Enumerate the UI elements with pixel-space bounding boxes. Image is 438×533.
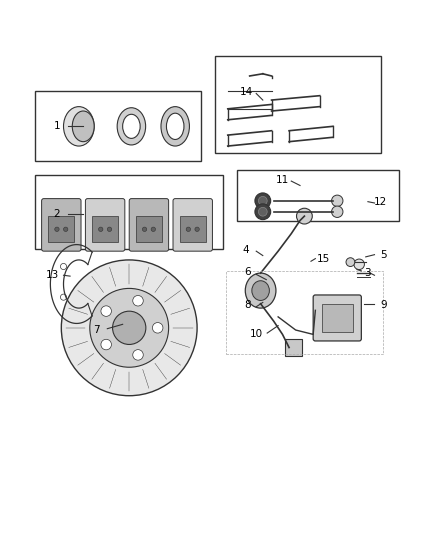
Bar (322, 304, 353, 332)
Text: 2: 2 (53, 209, 60, 219)
Text: 10: 10 (250, 329, 263, 340)
Circle shape (258, 197, 267, 205)
Text: 12: 12 (374, 197, 387, 207)
Text: 14: 14 (240, 87, 253, 97)
Circle shape (142, 227, 147, 231)
Circle shape (61, 260, 197, 395)
Text: 8: 8 (244, 300, 251, 310)
FancyBboxPatch shape (85, 199, 125, 251)
Bar (35, 174, 223, 249)
Circle shape (101, 306, 111, 317)
Ellipse shape (64, 107, 94, 146)
Circle shape (133, 295, 143, 306)
Ellipse shape (117, 108, 145, 145)
Text: 7: 7 (93, 325, 100, 335)
Circle shape (255, 204, 271, 220)
Circle shape (60, 263, 67, 270)
Circle shape (195, 227, 199, 231)
Text: 3: 3 (364, 268, 371, 278)
Text: 6: 6 (244, 266, 251, 277)
Circle shape (255, 193, 271, 209)
Ellipse shape (161, 107, 190, 146)
Ellipse shape (72, 111, 94, 142)
Circle shape (186, 227, 191, 231)
Circle shape (55, 227, 59, 231)
Circle shape (354, 259, 364, 270)
Ellipse shape (166, 113, 184, 140)
Bar (237, 170, 399, 221)
Circle shape (152, 322, 163, 333)
Ellipse shape (123, 114, 140, 139)
Text: 13: 13 (46, 270, 59, 280)
Bar (136, 216, 162, 243)
Circle shape (60, 294, 67, 300)
FancyBboxPatch shape (42, 199, 81, 251)
Circle shape (332, 206, 343, 217)
Circle shape (133, 350, 143, 360)
Circle shape (332, 195, 343, 206)
Circle shape (151, 227, 155, 231)
Text: 1: 1 (53, 122, 60, 131)
Text: 9: 9 (380, 300, 387, 310)
FancyBboxPatch shape (173, 199, 212, 251)
Ellipse shape (252, 281, 269, 301)
Text: 5: 5 (380, 249, 387, 260)
Circle shape (99, 227, 103, 231)
FancyBboxPatch shape (313, 295, 361, 341)
Bar (285, 339, 302, 356)
Text: 11: 11 (276, 175, 289, 185)
Text: 4: 4 (242, 245, 249, 255)
Circle shape (101, 340, 111, 350)
Bar (48, 216, 74, 243)
Circle shape (297, 208, 312, 224)
Circle shape (90, 288, 169, 367)
Circle shape (64, 227, 68, 231)
Circle shape (107, 227, 112, 231)
Text: 15: 15 (317, 254, 330, 264)
FancyBboxPatch shape (129, 199, 169, 251)
Ellipse shape (245, 273, 276, 308)
Circle shape (113, 311, 146, 344)
Circle shape (258, 207, 267, 216)
Bar (215, 56, 381, 152)
Bar (92, 216, 118, 243)
Circle shape (346, 258, 355, 266)
Bar (180, 216, 206, 243)
Bar (35, 91, 201, 161)
